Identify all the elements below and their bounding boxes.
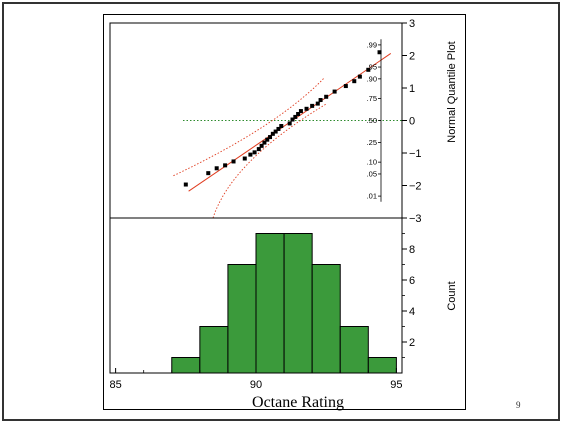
histogram-bar [199,326,229,374]
histogram-bars-group [171,233,397,374]
qq-point [287,121,292,126]
qq-point [293,114,298,119]
qq-probability-tick-label: .90 [367,74,377,83]
qq-confidence-band-lower [212,103,327,219]
histogram-bar [339,326,369,374]
qq-y-axis: −3 −2 −1 0 1 2 3 [402,18,422,225]
figure-box [103,14,466,410]
histogram-y-tick-label: 6 [409,275,415,287]
qq-probability-tick-label: .10 [367,158,377,167]
qq-y-tick-label: −1 [409,148,422,160]
qq-point [343,84,348,89]
histogram-y-tick-label: 2 [409,337,415,349]
qq-y-tick-label: −3 [409,213,422,225]
qq-point [242,156,247,161]
qq-y-tick-label: −2 [409,181,422,193]
qq-point [366,67,371,72]
qq-point [206,171,211,176]
qq-point [265,137,270,142]
qq-point [324,94,329,99]
histogram-bar [171,357,201,374]
x-axis-title: Octane Rating [252,394,344,411]
qq-probability-tick-label: .75 [367,94,377,103]
qq-point [270,131,275,136]
qq-point [279,124,284,129]
histogram-x-tick-label: 95 [390,379,402,391]
slide-frame [2,2,560,421]
qq-point [214,166,219,171]
histogram-y-axis-label: Count [446,281,458,310]
qq-point [332,89,337,94]
qq-point [252,150,257,155]
histogram-bar [255,233,285,374]
qq-probability-scale: .01 .05 .10 .25 .50 .75 .90 .95 .99 [367,39,382,202]
histogram-bar [283,233,313,374]
qq-y-axis-label: Normal Quantile Plot [446,41,458,143]
histogram-y-axis: 2 4 6 8 [402,233,415,358]
qq-point [310,103,315,108]
histogram-x-tick-label: 90 [250,379,262,391]
page-number: 9 [516,400,521,410]
qq-point [357,74,362,79]
histogram-y-tick-label: 4 [409,306,415,318]
qq-probability-tick-label: .01 [367,192,377,201]
qq-point [183,182,188,187]
normal-quantile-panel: .01 .05 .10 .25 .50 .75 .90 .95 .99 −3 −2 −1 0 1 2 3 N… [109,18,458,225]
qq-point [296,112,301,116]
qq-probability-tick-label: .50 [367,116,377,125]
histogram-bar [227,264,257,374]
histogram-x-tick-label: 85 [109,379,121,391]
qq-probability-tick-label: .99 [367,40,377,49]
qq-point [304,106,309,111]
qq-point [290,117,295,122]
qq-points-group [183,50,382,187]
qq-point [273,129,278,134]
histogram-panel: 2 4 6 8 85 90 95 Count [109,217,458,391]
qq-probability-tick-label: .95 [367,63,377,72]
qq-y-tick-label: 0 [409,116,415,128]
qq-point [276,126,281,131]
histogram-bar [367,357,397,374]
qq-point [262,140,267,145]
qq-y-tick-label: 3 [409,18,415,30]
histogram-x-axis: 85 90 95 [109,368,403,391]
qq-point [377,50,382,55]
histogram-y-tick-label: 8 [409,244,415,256]
qq-probability-tick-label: .05 [367,169,377,178]
qq-point [248,152,253,157]
qq-point [315,101,320,106]
qq-y-tick-label: 1 [409,83,415,95]
qq-confidence-band-upper [173,77,325,177]
histogram-bar [311,264,341,374]
qq-point [259,143,264,148]
qq-y-tick-label: 2 [409,51,415,63]
qq-point [231,159,236,164]
qq-point [268,135,273,140]
qq-point [298,109,303,114]
qq-point [352,79,357,84]
qq-probability-tick-label: .25 [367,138,377,147]
qq-point [223,163,228,168]
qq-confidence-band-group [173,77,327,219]
qq-point [256,147,261,152]
qq-point [318,98,323,103]
